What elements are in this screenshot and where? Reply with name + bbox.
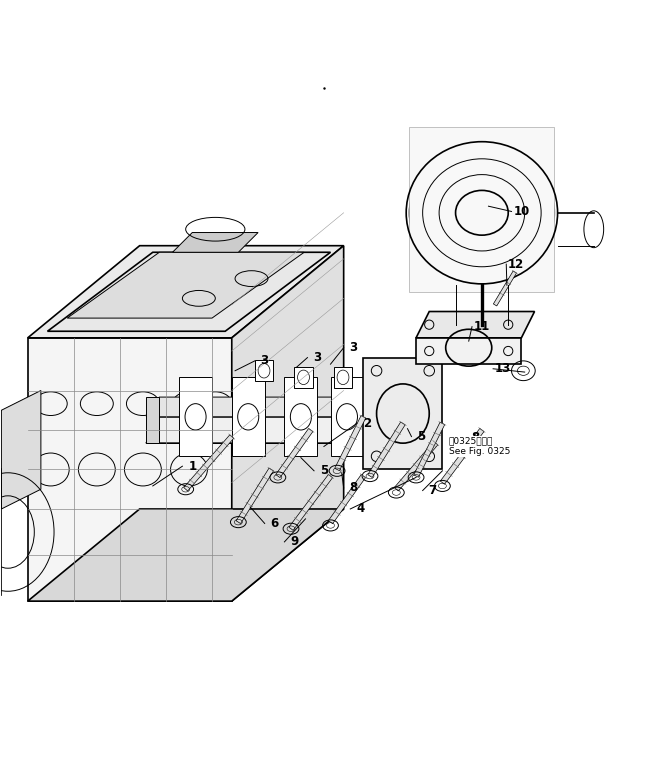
Polygon shape [1, 390, 41, 509]
Polygon shape [232, 377, 264, 456]
Polygon shape [416, 312, 535, 338]
Text: 13: 13 [495, 362, 511, 376]
Polygon shape [67, 252, 304, 318]
Text: 4: 4 [356, 502, 364, 515]
Polygon shape [368, 422, 405, 477]
Text: 12: 12 [508, 258, 524, 271]
Polygon shape [276, 429, 313, 478]
Text: 1: 1 [188, 460, 196, 473]
Polygon shape [440, 429, 484, 484]
Polygon shape [254, 360, 273, 381]
Text: 10: 10 [513, 205, 529, 218]
Polygon shape [416, 338, 522, 364]
Polygon shape [334, 415, 366, 471]
Text: 8: 8 [471, 431, 479, 444]
Polygon shape [330, 377, 364, 456]
Polygon shape [409, 127, 555, 292]
Text: 3: 3 [260, 355, 269, 367]
Text: 3: 3 [313, 351, 321, 364]
Text: 5: 5 [417, 430, 426, 443]
Polygon shape [364, 358, 442, 469]
Polygon shape [329, 475, 366, 524]
Polygon shape [289, 475, 332, 530]
Polygon shape [236, 468, 274, 523]
Text: 5: 5 [320, 464, 328, 477]
Text: 6: 6 [270, 517, 279, 530]
Polygon shape [334, 367, 352, 388]
Text: 図0325団参照
See Fig. 0325: 図0325団参照 See Fig. 0325 [449, 437, 510, 456]
Polygon shape [184, 435, 234, 491]
Polygon shape [284, 377, 317, 456]
Polygon shape [28, 509, 344, 601]
Polygon shape [232, 246, 344, 601]
Text: 8: 8 [350, 481, 358, 494]
Polygon shape [493, 271, 516, 306]
Polygon shape [146, 397, 397, 417]
Polygon shape [395, 441, 438, 491]
Text: 11: 11 [474, 320, 490, 333]
Polygon shape [294, 367, 313, 388]
Polygon shape [173, 233, 258, 252]
Polygon shape [28, 338, 232, 601]
Text: 2: 2 [363, 417, 371, 430]
Polygon shape [48, 252, 330, 331]
Text: 9: 9 [290, 536, 298, 548]
Polygon shape [146, 417, 397, 443]
Polygon shape [28, 246, 344, 338]
Text: 7: 7 [428, 484, 436, 497]
Polygon shape [179, 377, 212, 456]
Polygon shape [414, 423, 445, 477]
Text: 3: 3 [350, 341, 358, 355]
Polygon shape [146, 397, 159, 443]
